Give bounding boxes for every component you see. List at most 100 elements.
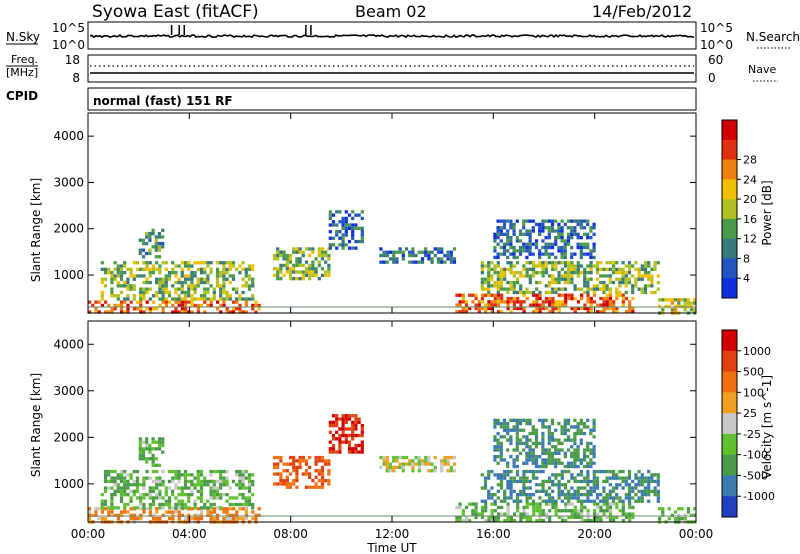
scatter-cell — [605, 499, 609, 503]
scatter-cell — [506, 479, 510, 484]
scatter-cell — [116, 476, 120, 480]
scatter-cell — [354, 414, 358, 418]
scatter-cell — [196, 303, 200, 308]
scatter-cell — [119, 499, 124, 503]
scatter-cell — [279, 270, 283, 274]
scatter-cell — [686, 301, 690, 305]
scatter-cell — [621, 509, 625, 513]
scatter-cell — [490, 493, 494, 497]
scatter-cell — [541, 261, 545, 265]
scatter-cell — [560, 483, 564, 487]
scatter-cell — [525, 219, 529, 223]
scatter-cell — [680, 304, 684, 309]
scatter-cell — [544, 451, 548, 455]
scatter-cell — [693, 507, 697, 511]
scatter-cell — [560, 277, 564, 281]
scatter-cell — [452, 257, 457, 261]
scatter-cell — [320, 253, 325, 258]
scatter-cell — [573, 476, 577, 480]
scatter-cell — [586, 464, 590, 469]
scatter-cell — [522, 505, 526, 510]
scatter-cell — [164, 277, 168, 281]
scatter-cell — [139, 300, 143, 304]
scatter-cell — [528, 451, 532, 455]
scatter-cell — [506, 422, 510, 426]
scatter-cell — [602, 274, 606, 278]
scatter-cell — [183, 294, 188, 298]
scatter-cell — [554, 277, 558, 281]
scatter-cell — [576, 515, 581, 519]
scatter-cell — [238, 303, 242, 308]
scatter-cell — [461, 512, 465, 516]
scatter-cell — [602, 499, 606, 503]
scatter-cell — [167, 506, 172, 510]
scatter-cell — [515, 455, 519, 459]
scatter-cell — [560, 461, 564, 465]
scatter-cell — [592, 245, 596, 250]
scatter-cell — [327, 459, 331, 463]
scatter-cell — [148, 506, 152, 510]
scatter-cell — [592, 479, 596, 484]
scatter-cell — [461, 300, 465, 304]
scatter-cell — [516, 502, 520, 506]
scatter-cell — [215, 267, 220, 271]
scatter-cell — [292, 277, 296, 281]
scatter-cell — [608, 277, 612, 281]
scatter-cell — [158, 290, 162, 295]
scatter-cell — [582, 245, 587, 250]
scatter-cell — [327, 462, 331, 466]
scatter-cell — [103, 479, 108, 484]
scatter-cell — [483, 499, 488, 503]
scatter-cell — [320, 475, 325, 479]
scatter-cell — [487, 277, 491, 281]
scatter-cell — [180, 499, 184, 503]
scatter-cell — [257, 507, 261, 511]
scatter-cell — [458, 505, 462, 510]
colorbar-tick-label: 16 — [743, 213, 757, 226]
scatter-cell — [515, 493, 520, 497]
scatter-cell — [145, 507, 149, 511]
scatter-cell — [142, 510, 146, 514]
scatter-cell — [557, 515, 561, 519]
scatter-cell — [225, 297, 229, 301]
scatter-cell — [298, 459, 302, 463]
scatter-cell — [541, 431, 545, 436]
scatter-cell — [532, 502, 536, 506]
scatter-cell — [683, 301, 687, 305]
scatter-cell — [113, 483, 117, 487]
scatter-cell — [573, 461, 577, 465]
scatter-cell — [251, 280, 255, 285]
scatter-cell — [566, 461, 571, 465]
scatter-cell — [385, 260, 389, 264]
scatter-cell — [512, 280, 516, 285]
scatter-cell — [228, 513, 232, 517]
scatter-cell — [605, 479, 609, 484]
scatter-cell — [276, 273, 280, 277]
scatter-cell — [235, 513, 239, 517]
scatter-cell — [560, 252, 564, 256]
scatter-cell — [235, 300, 239, 304]
scatter-cell — [490, 519, 494, 523]
scatter-cell — [401, 455, 405, 460]
scatter-cell — [586, 512, 590, 516]
scatter-cell — [560, 229, 564, 233]
scatter-cell — [541, 438, 545, 442]
scatter-cell — [152, 517, 156, 521]
scatter-cell — [503, 489, 507, 493]
scatter-cell — [643, 271, 648, 275]
scatter-cell — [142, 310, 146, 314]
scatter-cell — [328, 424, 332, 428]
scatter-cell — [509, 489, 513, 493]
scatter-cell — [528, 479, 532, 484]
scatter-cell — [461, 509, 465, 513]
scatter-cell — [608, 296, 613, 301]
scatter-cell — [244, 469, 248, 474]
scatter-cell — [238, 502, 242, 507]
scatter-cell — [331, 243, 336, 247]
scatter-cell — [129, 271, 133, 275]
scatter-cell — [589, 264, 593, 268]
scatter-cell — [496, 277, 500, 281]
scatter-cell — [219, 479, 223, 484]
scatter-cell — [525, 502, 529, 506]
scatter-cell — [567, 277, 571, 281]
